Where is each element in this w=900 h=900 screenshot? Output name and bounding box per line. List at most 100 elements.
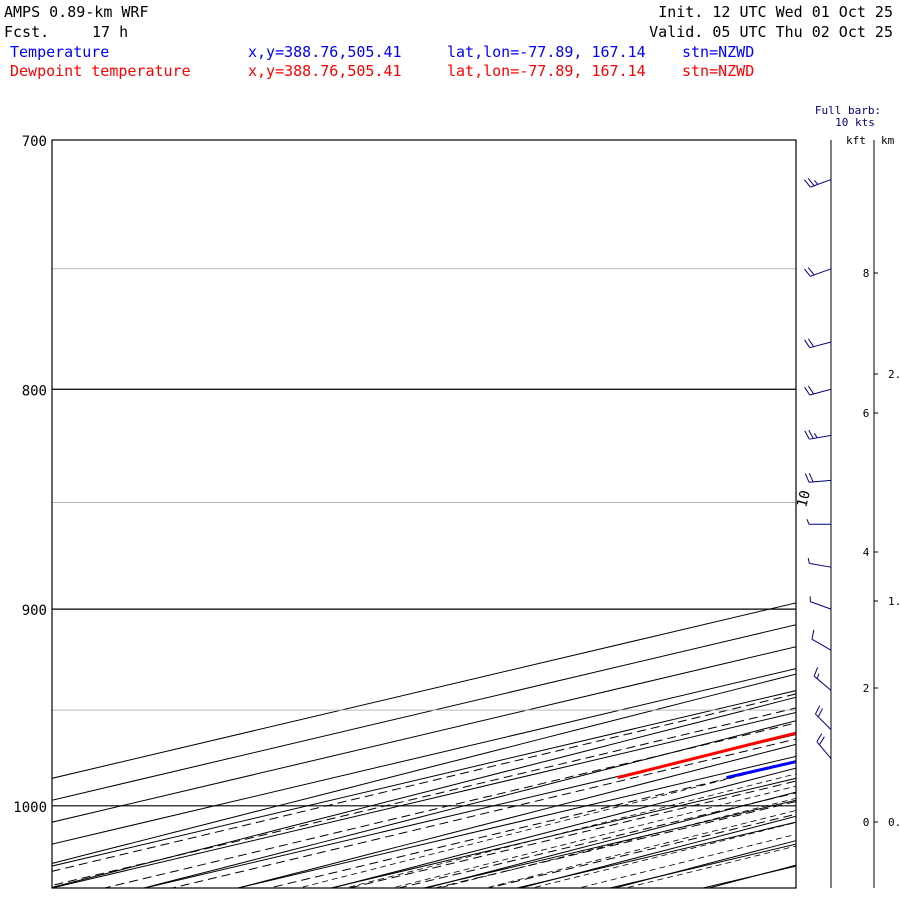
barb-flag bbox=[817, 708, 823, 718]
barb-flag bbox=[804, 386, 811, 396]
dry-adiabat-line bbox=[52, 673, 796, 864]
barb-flag bbox=[804, 339, 811, 348]
valid-time: Valid. 05 UTC Thu 02 Oct 25 bbox=[649, 23, 893, 41]
dry-adiabat-line bbox=[612, 840, 796, 888]
forecast-label: Fcst. bbox=[4, 23, 49, 41]
sounding-traces bbox=[617, 731, 796, 780]
barb-staff bbox=[816, 741, 832, 759]
moist-adiabat-line bbox=[437, 797, 796, 888]
temperature-label: 10 bbox=[794, 489, 814, 509]
barb-flag bbox=[814, 705, 821, 715]
barb-flag bbox=[819, 736, 825, 746]
barb-staff bbox=[813, 675, 832, 691]
height-label-km: 1. bbox=[888, 595, 900, 608]
mixing-ratio-line bbox=[52, 707, 796, 886]
isotherm-line bbox=[52, 668, 796, 845]
wind-barb bbox=[804, 385, 832, 396]
isotherm-line bbox=[52, 624, 796, 801]
barb-flag bbox=[816, 733, 823, 742]
temp-xy: x,y=388.76,505.41 bbox=[248, 43, 402, 61]
pressure-label: 1000 bbox=[13, 800, 47, 816]
dry-adiabat-line bbox=[707, 864, 796, 888]
wind-barb bbox=[814, 705, 832, 730]
legend-temperature: Temperature bbox=[10, 43, 109, 61]
mixing-ratio-line bbox=[486, 813, 796, 888]
isotherm-line bbox=[52, 646, 796, 823]
barb-flag bbox=[807, 338, 815, 347]
isotherm-line bbox=[142, 733, 796, 888]
wind-barb bbox=[807, 558, 832, 568]
kft-label: kft bbox=[846, 134, 866, 147]
isotherm-line bbox=[514, 821, 796, 888]
dry-adiabat-line bbox=[424, 791, 796, 888]
barb-flag bbox=[808, 473, 814, 483]
wind-barb bbox=[816, 733, 832, 759]
wind-barb bbox=[804, 473, 832, 483]
temp-latlon: lat,lon=-77.89, 167.14 bbox=[447, 43, 646, 61]
dew-station: stn=NZWD bbox=[682, 62, 754, 80]
dry-adiabat-line bbox=[52, 696, 796, 888]
barb-half-flag bbox=[813, 432, 818, 439]
dry-adiabat-line bbox=[864, 113, 900, 897]
barb-flag bbox=[807, 177, 815, 187]
wind-barb bbox=[804, 429, 832, 440]
isotherm-line bbox=[793, 887, 796, 888]
moist-adiabat-line bbox=[577, 833, 796, 888]
wind-barb bbox=[813, 667, 832, 691]
dry-adiabat-line bbox=[236, 743, 796, 888]
mixing-ratio-lines bbox=[52, 693, 796, 888]
init-time: Init. 12 UTC Wed 01 Oct 25 bbox=[658, 3, 893, 21]
barb-flag bbox=[813, 667, 819, 677]
barb-flag bbox=[811, 629, 815, 640]
dry-adiabat-line bbox=[518, 815, 796, 888]
height-label-kft: 6 bbox=[863, 407, 870, 420]
barb-staff bbox=[810, 601, 832, 610]
wind-barb bbox=[804, 177, 832, 188]
axis-labels: 7008009001000-70-60-50-40-30-20-10010220… bbox=[13, 134, 900, 829]
wind-barb bbox=[809, 596, 832, 610]
dry-adiabat-line bbox=[769, 113, 900, 897]
dew-latlon: lat,lon=-77.89, 167.14 bbox=[447, 62, 646, 80]
barb-staff bbox=[809, 562, 832, 568]
barb-staff bbox=[810, 268, 832, 277]
wind-barb-column bbox=[804, 140, 878, 888]
moist-adiabat-line bbox=[297, 761, 796, 888]
barb-flag bbox=[807, 385, 815, 395]
barb-flag bbox=[808, 429, 814, 439]
barb-staff bbox=[810, 179, 832, 188]
height-label-kft: 4 bbox=[863, 546, 870, 559]
model-title: AMPS 0.89-km WRF bbox=[4, 3, 149, 21]
isotherm-line bbox=[607, 843, 796, 888]
barb-half-flag bbox=[807, 558, 810, 564]
moist-adiabat-line bbox=[623, 845, 796, 888]
dry-adiabat-line bbox=[141, 720, 796, 888]
isotherm-line bbox=[421, 799, 796, 888]
barb-flag bbox=[804, 179, 811, 188]
barb-flag bbox=[804, 430, 810, 440]
plot-frame bbox=[51, 139, 797, 889]
barb-legend-speed: 10 kts bbox=[835, 116, 875, 129]
barb-flag bbox=[807, 267, 815, 276]
wind-barb bbox=[804, 267, 832, 277]
dewpoint-trace bbox=[617, 731, 796, 780]
height-label-kft: 0 bbox=[863, 816, 870, 829]
wind-barb bbox=[806, 519, 831, 525]
isotherm-line bbox=[235, 755, 796, 888]
mixing-ratio-line bbox=[52, 693, 796, 872]
height-label-kft: 8 bbox=[863, 267, 870, 280]
isotherm-line bbox=[52, 602, 796, 779]
barb-flag bbox=[804, 473, 810, 483]
mixing-ratio-line bbox=[102, 722, 796, 888]
height-label-km: 0. bbox=[888, 816, 900, 829]
wind-barb bbox=[804, 338, 832, 349]
barb-staff bbox=[811, 638, 832, 651]
height-label-km: 2. bbox=[888, 368, 900, 381]
legend-dewpoint: Dewpoint temperature bbox=[10, 62, 191, 80]
height-label-kft: 2 bbox=[863, 682, 870, 695]
barb-flag bbox=[804, 268, 811, 277]
mixing-ratio-line bbox=[170, 738, 796, 888]
isotherm-line bbox=[52, 711, 796, 888]
pressure-label: 800 bbox=[22, 383, 47, 399]
